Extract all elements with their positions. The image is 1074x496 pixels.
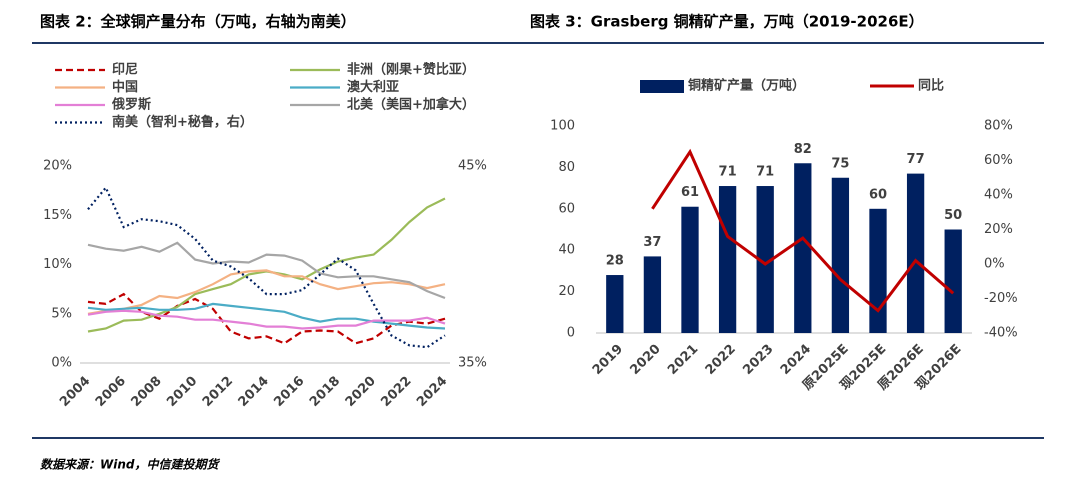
y2-tick-label: 20%	[984, 222, 1013, 237]
y2-tick-label: 35%	[458, 356, 487, 371]
y-tick-label: 20	[558, 284, 575, 299]
y-tick-label: 15%	[43, 208, 72, 223]
y-tick-label: 60	[558, 201, 575, 216]
legend-label: 澳大利亚	[347, 79, 399, 95]
value-label: 75	[831, 156, 849, 171]
x-tick-label: 2021	[665, 342, 701, 378]
legend-label: 同比	[918, 78, 944, 94]
x-tick-label: 2020	[343, 374, 379, 410]
y-tick-label: 10%	[43, 257, 72, 272]
bar	[794, 163, 812, 333]
chart-title: 图表 2：全球铜产量分布（万吨，右轴为南美）	[40, 13, 356, 31]
value-label: 71	[719, 165, 737, 180]
x-tick-label: 2019	[590, 342, 626, 378]
legend-label: 北美（美国+加拿大）	[347, 97, 475, 113]
bar	[718, 186, 737, 333]
x-tick-label: 2004	[57, 374, 93, 410]
value-label: 28	[606, 254, 624, 269]
bar	[756, 186, 774, 333]
legend-label: 非洲（刚果+赞比亚）	[347, 62, 475, 78]
bar	[906, 173, 925, 333]
series-line	[87, 302, 446, 330]
y-tick-label: 5%	[51, 306, 72, 321]
series-line	[87, 241, 446, 300]
legend-label: 俄罗斯	[111, 97, 151, 113]
source-note: 数据来源：Wind，中信建投期货	[40, 458, 220, 472]
bar	[681, 206, 699, 333]
bar	[944, 229, 962, 333]
series-line	[87, 269, 446, 315]
y-tick-label: 0%	[51, 356, 72, 371]
y-tick-label: 100	[550, 119, 575, 134]
x-tick-label: 2012	[200, 374, 236, 410]
y-tick-label: 0	[567, 326, 575, 341]
series-line	[651, 148, 955, 313]
series-line	[87, 185, 446, 349]
y2-tick-label: 0%	[984, 257, 1005, 272]
value-label: 61	[681, 185, 699, 200]
x-tick-label: 2010	[164, 374, 200, 410]
y2-tick-label: 45%	[458, 159, 487, 174]
y2-tick-label: -40%	[984, 326, 1018, 341]
bar	[869, 208, 887, 333]
x-tick-label: 2006	[93, 374, 129, 410]
chart-title: 图表 3：Grasberg 铜精矿产量，万吨（2019-2026E）	[530, 13, 924, 31]
legend-label: 印尼	[112, 63, 138, 78]
series-line	[87, 309, 446, 330]
x-tick-label: 2008	[129, 374, 165, 410]
x-tick-label: 2014	[236, 374, 272, 410]
x-tick-label: 2022	[378, 374, 414, 410]
legend-swatch	[640, 80, 684, 93]
x-tick-label: 2016	[271, 374, 307, 410]
x-tick-label: 2020	[628, 342, 664, 378]
bar	[606, 275, 624, 333]
value-label: 71	[756, 165, 774, 180]
y2-tick-label: 80%	[984, 119, 1013, 134]
x-tick-label: 2024	[414, 374, 450, 410]
x-tick-label: 2022	[703, 342, 739, 378]
y2-tick-label: 40%	[984, 188, 1013, 203]
y-tick-label: 80	[558, 160, 575, 175]
value-label: 60	[869, 187, 887, 202]
value-label: 37	[643, 235, 661, 250]
legend-label: 南美（智利+秘鲁，右）	[112, 114, 253, 130]
value-label: 50	[944, 208, 962, 223]
legend-label: 中国	[112, 79, 138, 95]
y2-tick-label: -20%	[984, 291, 1018, 306]
bar	[643, 256, 662, 333]
x-tick-label: 2023	[740, 342, 776, 378]
y-tick-label: 20%	[43, 159, 72, 174]
x-tick-label: 2018	[307, 374, 343, 410]
bar	[831, 177, 850, 333]
legend-label: 铜精矿产量（万吨）	[687, 78, 805, 94]
value-label: 82	[794, 142, 812, 157]
y-tick-label: 40	[558, 243, 575, 258]
value-label: 77	[907, 152, 925, 167]
y2-tick-label: 60%	[984, 153, 1013, 168]
x-tick-label: 2024	[778, 342, 814, 378]
